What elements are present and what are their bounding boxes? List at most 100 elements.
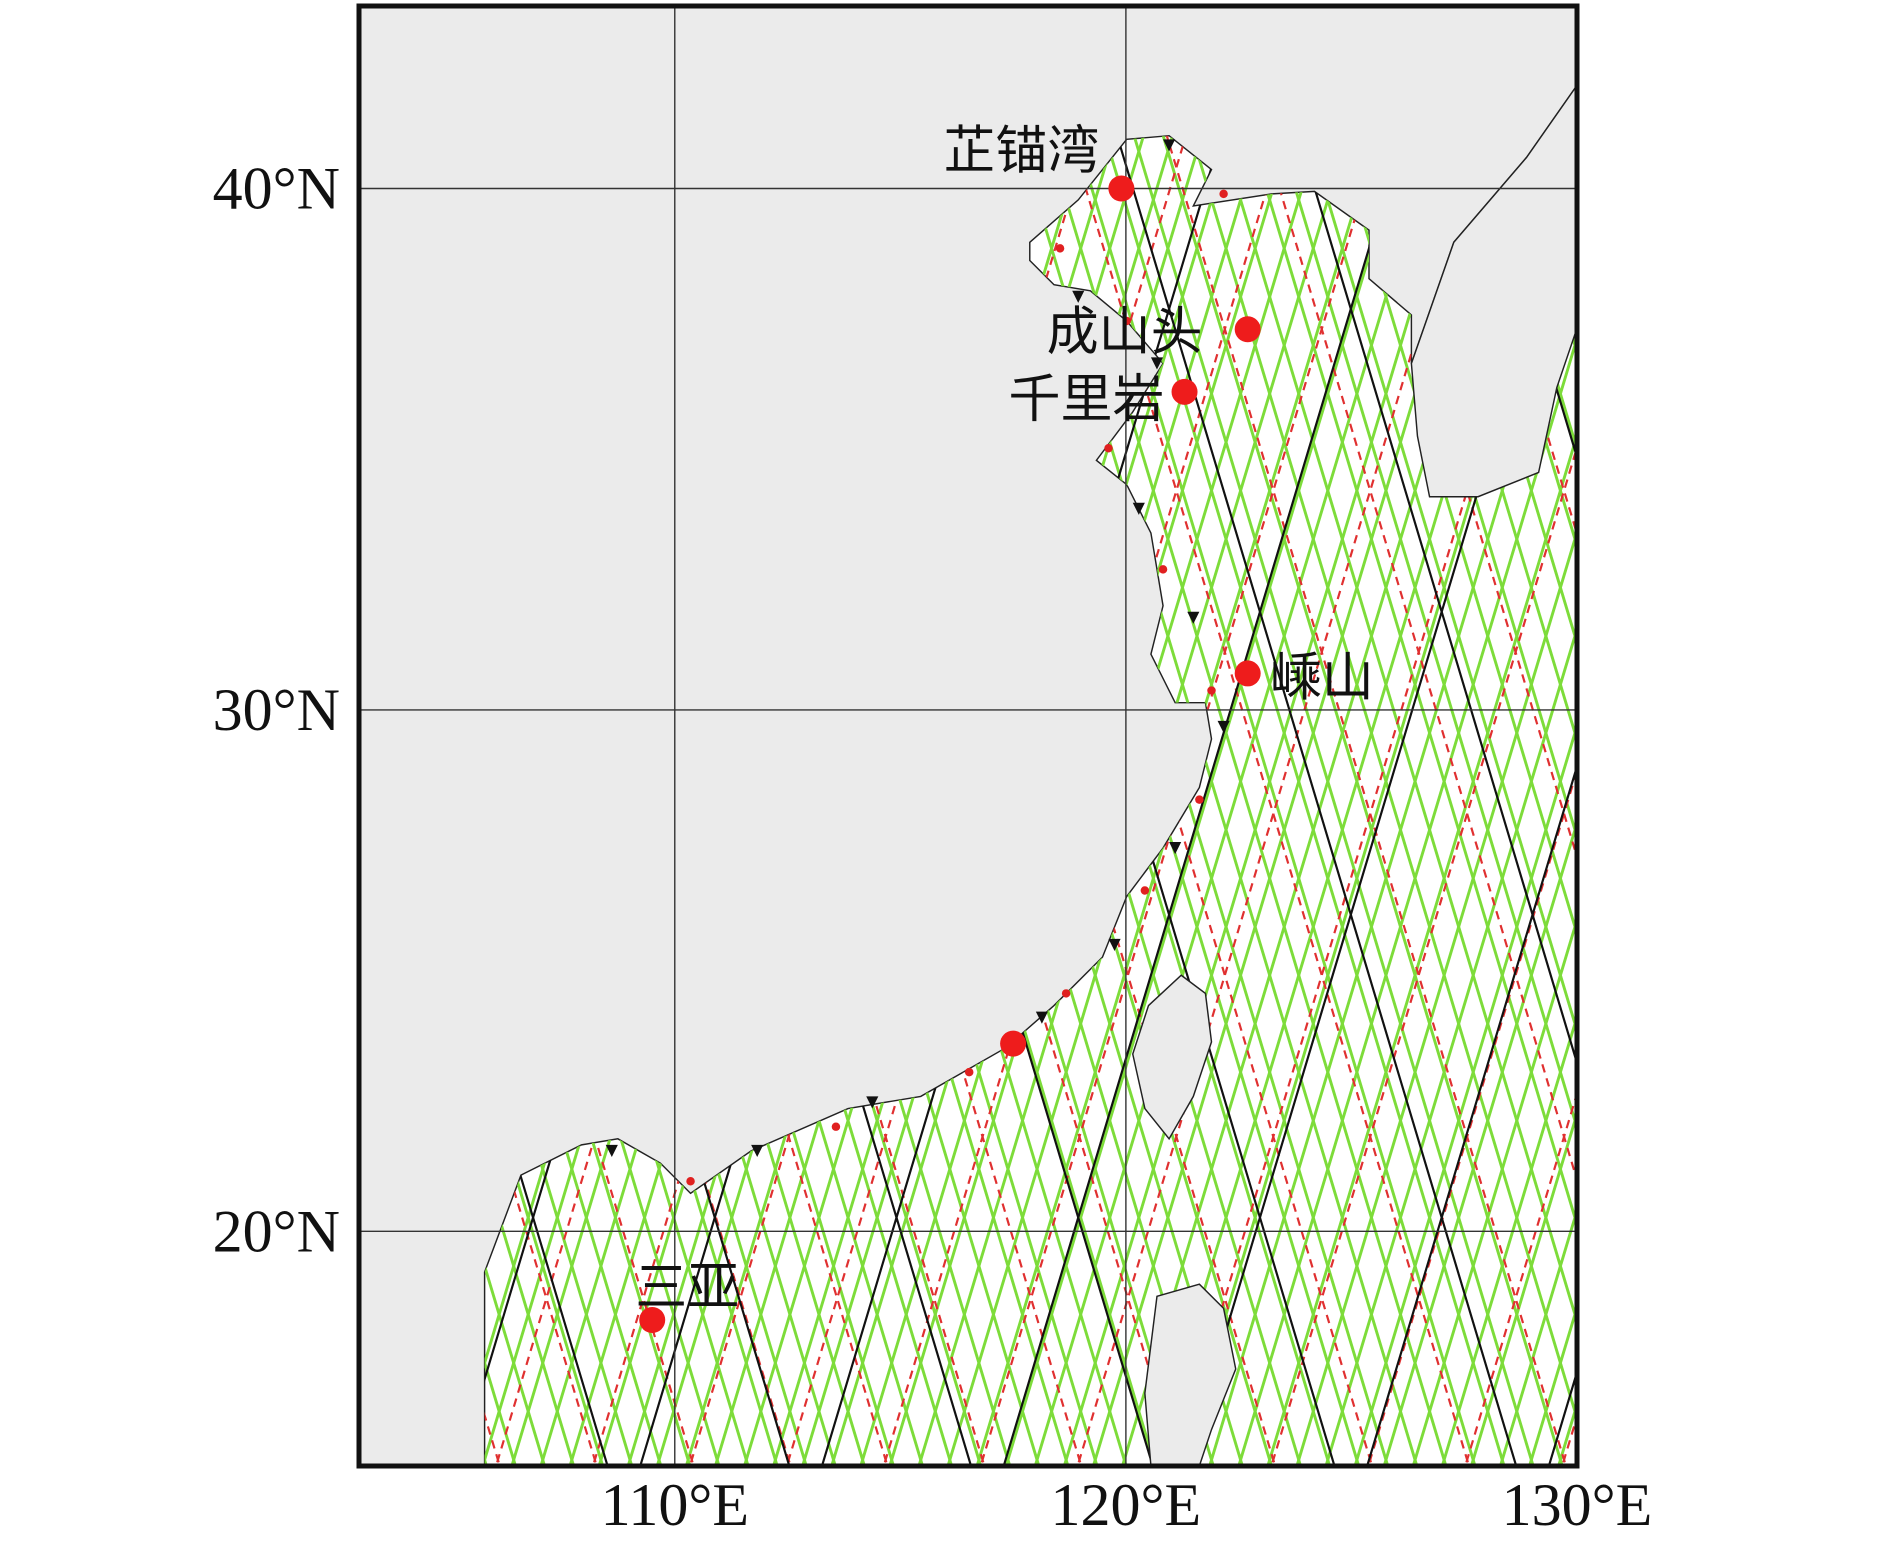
track-red <box>484 84 695 1466</box>
taiwan <box>1131 974 1213 1141</box>
track-green <box>1353 84 1578 1466</box>
track-red <box>1367 84 1578 1466</box>
track-green <box>1382 84 1578 1466</box>
tide-gauge <box>1187 611 1200 624</box>
track-green <box>1589 6 1890 1466</box>
track-green <box>1528 84 1578 1466</box>
gnss-site <box>1158 565 1168 574</box>
track-red <box>1223 84 1578 1466</box>
track-green <box>1851 6 1890 1466</box>
track-red <box>0 6 209 1466</box>
tide-gauge <box>1132 502 1145 515</box>
track-green <box>1529 84 1578 1466</box>
tide-gauge <box>1072 290 1085 303</box>
track-black <box>1258 84 1578 1466</box>
gnss-site <box>964 1067 974 1077</box>
track-green <box>1559 84 1578 1466</box>
station <box>1234 660 1261 687</box>
track-green <box>0 6 48 1466</box>
track-red <box>484 84 598 1466</box>
track-red <box>1709 6 1890 1466</box>
tide-gauge <box>1108 938 1121 952</box>
tide-gauge <box>1217 720 1230 733</box>
station-label: 千里岩 <box>1009 370 1165 430</box>
gnss-site <box>1104 444 1113 453</box>
station <box>1000 1030 1027 1057</box>
frame <box>356 3 1580 1469</box>
map-body <box>0 6 1890 1467</box>
tide-gauge <box>1035 1011 1048 1024</box>
track-green <box>0 6 165 1466</box>
track-red <box>1464 84 1578 1466</box>
track-green <box>484 84 634 1466</box>
track-green <box>1617 6 1890 1466</box>
station-label: 三亚 <box>635 1258 739 1318</box>
tide-gauge <box>605 1144 618 1157</box>
gnss-site <box>686 1176 695 1186</box>
gnss-site <box>1219 189 1228 199</box>
x-tick-label: 120°E <box>1051 1472 1202 1538</box>
x-tick-label: 130°E <box>1502 1472 1653 1538</box>
track-red <box>1806 6 1890 1466</box>
track-green <box>1793 6 1890 1466</box>
track-green <box>0 6 225 1466</box>
station-label: 芷锚湾 <box>943 122 1099 182</box>
track-green <box>1880 6 1890 1466</box>
track-green <box>1557 84 1578 1466</box>
track-green <box>1735 6 1890 1466</box>
track-green <box>1440 84 1578 1466</box>
gnss-site <box>831 1122 841 1131</box>
track-green <box>484 84 663 1466</box>
station <box>1108 175 1135 202</box>
track-green <box>1706 6 1890 1466</box>
track-black <box>0 6 244 1466</box>
tide-gauge <box>866 1096 879 1109</box>
track-black <box>1547 84 1578 1466</box>
luzon <box>1144 1283 1237 1466</box>
track-green <box>1266 84 1578 1466</box>
korea <box>1410 83 1578 498</box>
track-black <box>1077 84 1518 1466</box>
track-red <box>1270 84 1578 1466</box>
gnss-site <box>1195 795 1204 804</box>
y-tick-label: 40°N <box>213 156 340 222</box>
track-green <box>1324 84 1578 1466</box>
track-green <box>1648 6 1890 1466</box>
track-green <box>1588 6 1890 1466</box>
track-green <box>1295 84 1578 1466</box>
track-black <box>1623 6 1890 1466</box>
gnss-site <box>1055 244 1065 253</box>
gnss-site <box>1061 989 1071 998</box>
track-green <box>1619 6 1890 1466</box>
track-green <box>0 6 194 1466</box>
track-green <box>0 6 223 1466</box>
coastal-markers <box>605 139 1230 1186</box>
tide-gauge <box>1169 841 1182 855</box>
station <box>1234 316 1261 343</box>
islands <box>1131 83 1578 1466</box>
track-green <box>1411 84 1578 1466</box>
track-green <box>1469 84 1578 1466</box>
x-tick-label: 110°E <box>601 1472 749 1538</box>
track-black <box>484 84 609 1466</box>
track-red <box>0 6 159 1466</box>
track-green <box>484 84 605 1466</box>
tide-gauge <box>1163 139 1176 152</box>
station <box>1171 378 1198 405</box>
track-green <box>0 6 78 1466</box>
track-green <box>0 6 19 1466</box>
tide-gauge <box>751 1144 764 1157</box>
track-green <box>0 6 107 1466</box>
track-green <box>1822 6 1890 1466</box>
track-red <box>0 6 403 1466</box>
track-black <box>1805 6 1890 1466</box>
tide-gauge <box>1150 357 1164 370</box>
track-green <box>484 84 692 1466</box>
track-green <box>0 6 196 1466</box>
station <box>639 1307 666 1333</box>
track-green <box>1764 6 1890 1466</box>
track-green <box>1237 84 1578 1466</box>
